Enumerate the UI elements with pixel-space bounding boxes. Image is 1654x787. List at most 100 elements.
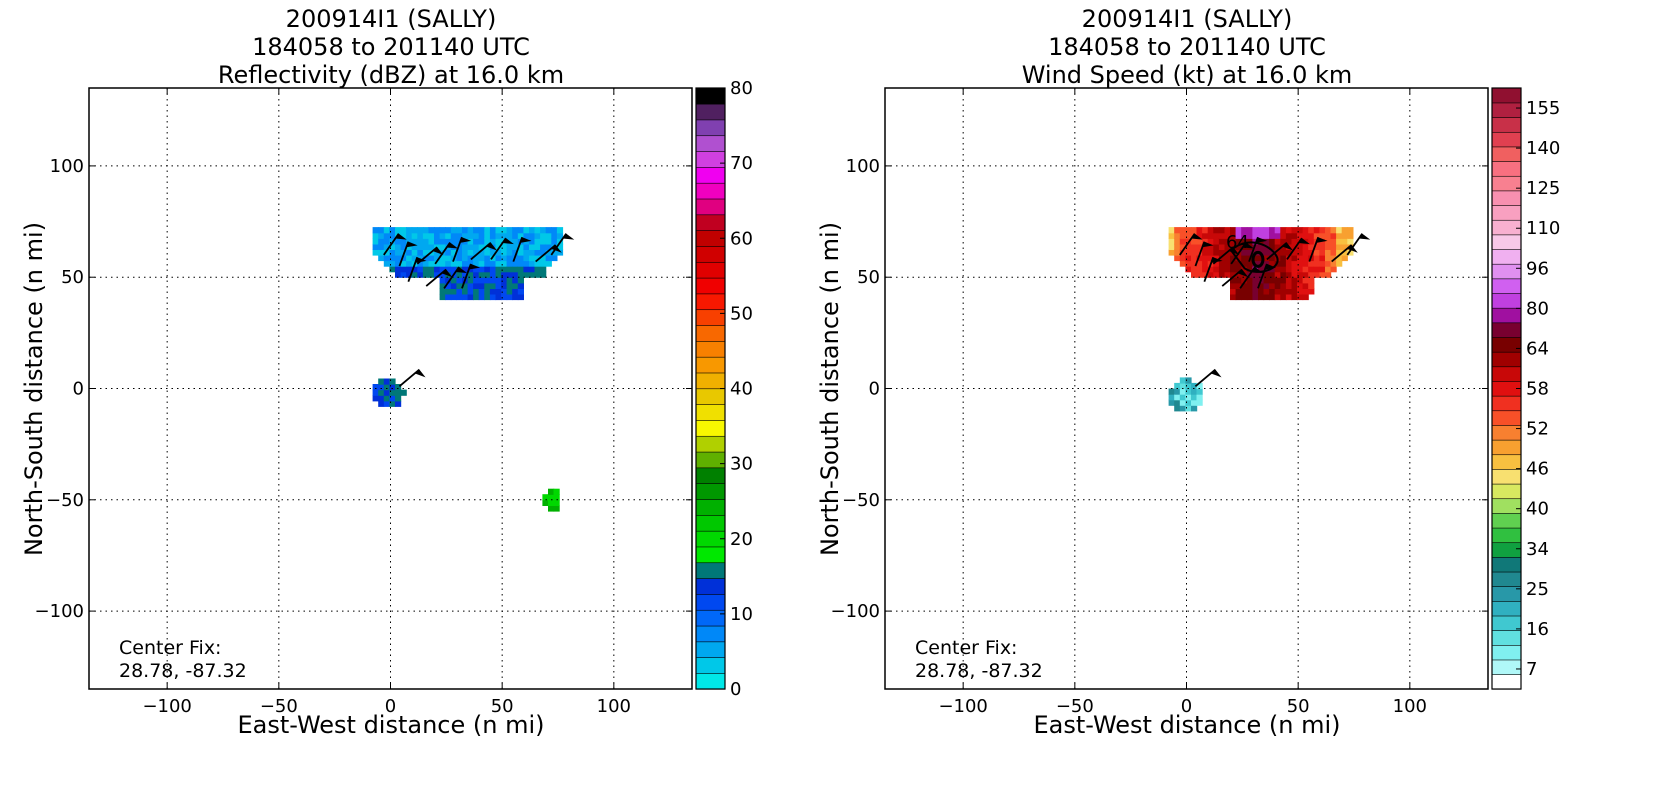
data-cell	[417, 271, 424, 278]
data-cell	[1202, 243, 1209, 250]
data-cell	[428, 260, 435, 267]
data-cell	[1280, 249, 1287, 256]
data-cell	[450, 277, 457, 284]
right-wind-barbs	[1179, 233, 1371, 387]
data-cell	[1297, 277, 1304, 284]
data-cell	[439, 227, 446, 234]
data-cell	[400, 227, 407, 234]
data-cell	[512, 232, 519, 239]
y-tick-label: −50	[46, 490, 84, 511]
data-cell	[1308, 277, 1315, 284]
colorbar-segment	[1491, 234, 1522, 250]
data-cell	[1241, 232, 1248, 239]
colorbar-segment	[695, 261, 726, 279]
data-cell	[495, 293, 502, 301]
data-cell	[467, 293, 474, 301]
data-cell	[1185, 399, 1192, 406]
x-tick-label: −100	[938, 696, 987, 717]
wind-barb-staff	[1239, 266, 1256, 289]
data-cell	[400, 271, 407, 278]
data-cell	[1202, 254, 1209, 262]
data-cell	[1191, 405, 1198, 412]
data-cell	[1285, 277, 1293, 284]
data-cell	[473, 266, 480, 273]
data-cell	[556, 249, 564, 256]
data-cell	[1269, 232, 1276, 239]
colorbar-segment	[1491, 674, 1522, 690]
wind-barb-flag	[406, 241, 418, 248]
colorbar-segment	[695, 514, 726, 532]
data-cell	[517, 277, 524, 284]
colorbar-tick-label: 20	[730, 529, 753, 550]
data-cell	[439, 232, 446, 239]
data-cell	[1179, 388, 1186, 395]
data-cell	[417, 227, 424, 234]
data-cell	[462, 249, 469, 256]
colorbar-segment	[1491, 322, 1522, 338]
data-cell	[1174, 388, 1181, 395]
data-cell	[1263, 288, 1270, 295]
data-cell	[456, 227, 463, 234]
data-cell	[540, 232, 547, 239]
data-cell	[1330, 232, 1337, 239]
data-cell	[1297, 288, 1304, 295]
data-cell	[1280, 260, 1287, 267]
colorbar-segment	[1491, 659, 1522, 675]
data-cell	[545, 238, 552, 245]
wind-barb-flag	[395, 233, 407, 240]
data-cell	[1230, 260, 1237, 267]
colorbar-tick-label: 34	[1526, 539, 1549, 560]
data-cell	[1302, 232, 1309, 239]
data-cell	[1347, 238, 1354, 245]
data-cell	[1263, 254, 1270, 262]
data-cell	[1202, 238, 1209, 245]
colorbar-tick-label: 70	[730, 153, 753, 174]
data-cell	[1302, 266, 1309, 273]
data-cell	[489, 277, 497, 284]
data-cell	[1297, 232, 1304, 239]
colorbar-segment	[695, 150, 726, 168]
data-cell	[1241, 249, 1248, 256]
data-cell	[456, 282, 463, 289]
data-cell	[406, 266, 413, 273]
data-cell	[1252, 288, 1259, 295]
data-cell	[1224, 271, 1231, 278]
data-cell	[1185, 232, 1192, 239]
data-cell	[1258, 293, 1265, 301]
data-cell	[517, 288, 524, 295]
data-cell	[1230, 293, 1237, 301]
colorbar-segment	[695, 214, 726, 231]
data-cell	[523, 232, 530, 239]
wind-barb-flag	[1228, 247, 1240, 255]
data-cell	[1330, 254, 1337, 262]
x-tick-label: −50	[260, 696, 298, 717]
colorbar-segment	[1491, 87, 1522, 104]
data-cell	[422, 266, 430, 273]
data-cell	[484, 271, 491, 278]
data-cell	[389, 378, 396, 385]
data-cell	[478, 254, 485, 262]
data-cell	[1185, 227, 1192, 234]
data-cell	[383, 254, 390, 262]
data-cell	[411, 254, 418, 262]
data-cell	[1207, 227, 1214, 234]
data-cell	[434, 271, 441, 278]
colorbar-segment	[1491, 190, 1522, 206]
data-cell	[445, 238, 452, 245]
data-cell	[395, 266, 402, 273]
data-cell	[1224, 238, 1231, 245]
right-colorbar: 7 16 25 34 40 46 52 58 64 80 96 110 125 140 155	[1491, 87, 1560, 690]
data-cell	[1241, 282, 1248, 289]
data-cell	[1218, 238, 1226, 245]
data-cell	[467, 238, 474, 245]
data-cell	[450, 232, 457, 239]
data-cell	[495, 249, 502, 256]
data-cell	[1241, 288, 1248, 295]
data-cell	[1341, 227, 1348, 234]
data-cell	[456, 288, 463, 295]
data-cell	[417, 232, 424, 239]
data-cell	[556, 232, 564, 239]
data-cell	[512, 249, 519, 256]
data-cell	[428, 238, 435, 245]
data-cell	[1224, 232, 1231, 239]
